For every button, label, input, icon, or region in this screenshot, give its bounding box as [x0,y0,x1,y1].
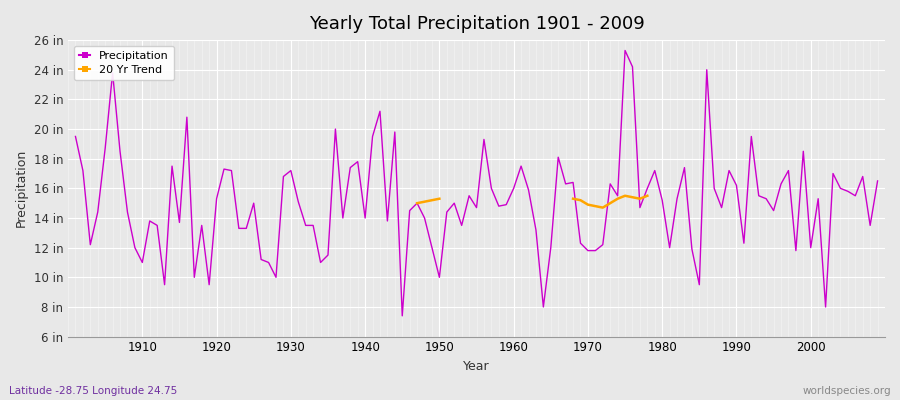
Title: Yearly Total Precipitation 1901 - 2009: Yearly Total Precipitation 1901 - 2009 [309,15,644,33]
Text: worldspecies.org: worldspecies.org [803,386,891,396]
Text: Latitude -28.75 Longitude 24.75: Latitude -28.75 Longitude 24.75 [9,386,177,396]
X-axis label: Year: Year [464,360,490,373]
Y-axis label: Precipitation: Precipitation [15,149,28,228]
Legend: Precipitation, 20 Yr Trend: Precipitation, 20 Yr Trend [74,46,175,80]
